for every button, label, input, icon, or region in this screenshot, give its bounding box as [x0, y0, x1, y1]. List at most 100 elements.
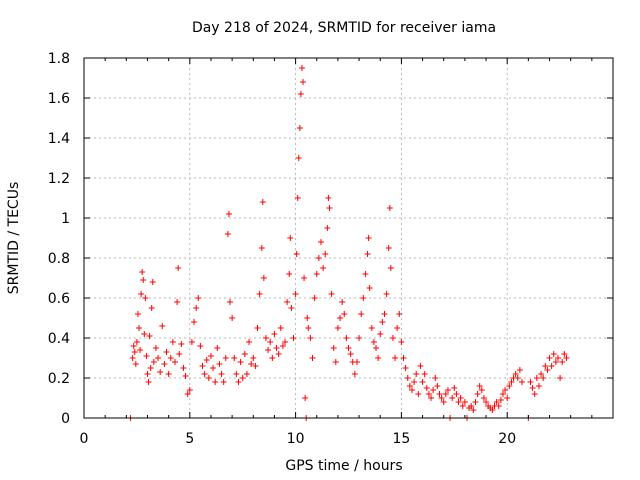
x-axis-label: GPS time / hours [285, 458, 402, 474]
data-point [499, 391, 506, 397]
y-tick-label: 0.8 [48, 251, 70, 267]
data-point [178, 341, 185, 347]
data-point [317, 239, 324, 245]
data-point [544, 367, 551, 373]
data-point [421, 371, 428, 377]
data-point [147, 365, 154, 371]
data-point [497, 397, 504, 403]
data-point [542, 363, 549, 369]
data-point [495, 403, 502, 409]
data-point [239, 375, 246, 381]
data-point [514, 375, 521, 381]
data-point [150, 359, 157, 365]
y-tick-label: 1 [61, 211, 70, 227]
data-point [216, 361, 223, 367]
data-point [548, 363, 555, 369]
data-point [184, 391, 191, 397]
data-point [383, 291, 390, 297]
data-point [288, 305, 295, 311]
data-point [508, 379, 515, 385]
data-point [506, 383, 513, 389]
data-point [550, 351, 557, 357]
data-points [127, 65, 570, 421]
data-point [493, 399, 500, 405]
data-point [527, 379, 534, 385]
data-point [142, 295, 149, 301]
y-tick-label: 1.6 [48, 91, 70, 107]
data-point [134, 311, 141, 317]
data-point [277, 325, 284, 331]
y-axis-ticks: 0 0.2 0.4 0.6 0.8 1 1.2 1.4 1.6 1.8 [48, 51, 613, 427]
data-point [309, 355, 316, 361]
data-point [324, 225, 331, 231]
data-point [379, 319, 386, 325]
data-point [144, 371, 151, 377]
data-point [159, 323, 166, 329]
data-point [394, 325, 401, 331]
data-point [205, 375, 212, 381]
data-point [377, 331, 384, 337]
y-tick-label: 1.4 [48, 131, 70, 147]
data-point [290, 335, 297, 341]
y-tick-label: 0 [61, 411, 70, 427]
data-point [292, 291, 299, 297]
data-point [248, 361, 255, 367]
data-point [138, 291, 145, 297]
data-point [305, 325, 312, 331]
data-point [294, 195, 301, 201]
data-point [260, 275, 267, 281]
data-point [175, 265, 182, 271]
data-point [554, 355, 561, 361]
data-point [301, 275, 308, 281]
data-point [341, 311, 348, 317]
data-point [171, 359, 178, 365]
data-point [246, 339, 253, 345]
data-point [165, 371, 172, 377]
data-point [254, 325, 261, 331]
data-point [149, 279, 156, 285]
data-point [351, 371, 358, 377]
data-point [167, 355, 174, 361]
data-point [252, 363, 259, 369]
x-tick-label: 10 [287, 431, 305, 447]
data-point [540, 375, 547, 381]
y-axis-label: SRMTID / TECUs [6, 182, 22, 295]
data-point [478, 387, 485, 393]
data-point [293, 251, 300, 257]
y-tick-label: 1.8 [48, 51, 70, 67]
data-point [332, 359, 339, 365]
data-point [218, 371, 225, 377]
data-point [182, 373, 189, 379]
data-point [413, 371, 420, 377]
data-point [366, 285, 373, 291]
data-point [453, 391, 460, 397]
data-point [451, 385, 458, 391]
data-point [535, 383, 542, 389]
data-point [141, 331, 148, 337]
data-point [516, 367, 523, 373]
data-point [334, 325, 341, 331]
data-point [552, 359, 559, 365]
data-point [269, 355, 276, 361]
data-point [408, 387, 415, 393]
x-tick-label: 15 [392, 431, 410, 447]
data-point [402, 365, 409, 371]
data-point [428, 395, 435, 401]
data-point [284, 299, 291, 305]
data-point [358, 311, 365, 317]
data-point [237, 359, 244, 365]
data-point [430, 387, 437, 393]
data-point [436, 391, 443, 397]
data-point [212, 379, 219, 385]
data-point [457, 395, 464, 401]
data-point [557, 375, 564, 381]
data-point [381, 311, 388, 317]
data-point [145, 379, 152, 385]
data-point [470, 407, 477, 413]
data-point [529, 385, 536, 391]
data-point [345, 345, 352, 351]
data-point [298, 65, 305, 71]
data-point [133, 339, 140, 345]
data-point [396, 311, 403, 317]
